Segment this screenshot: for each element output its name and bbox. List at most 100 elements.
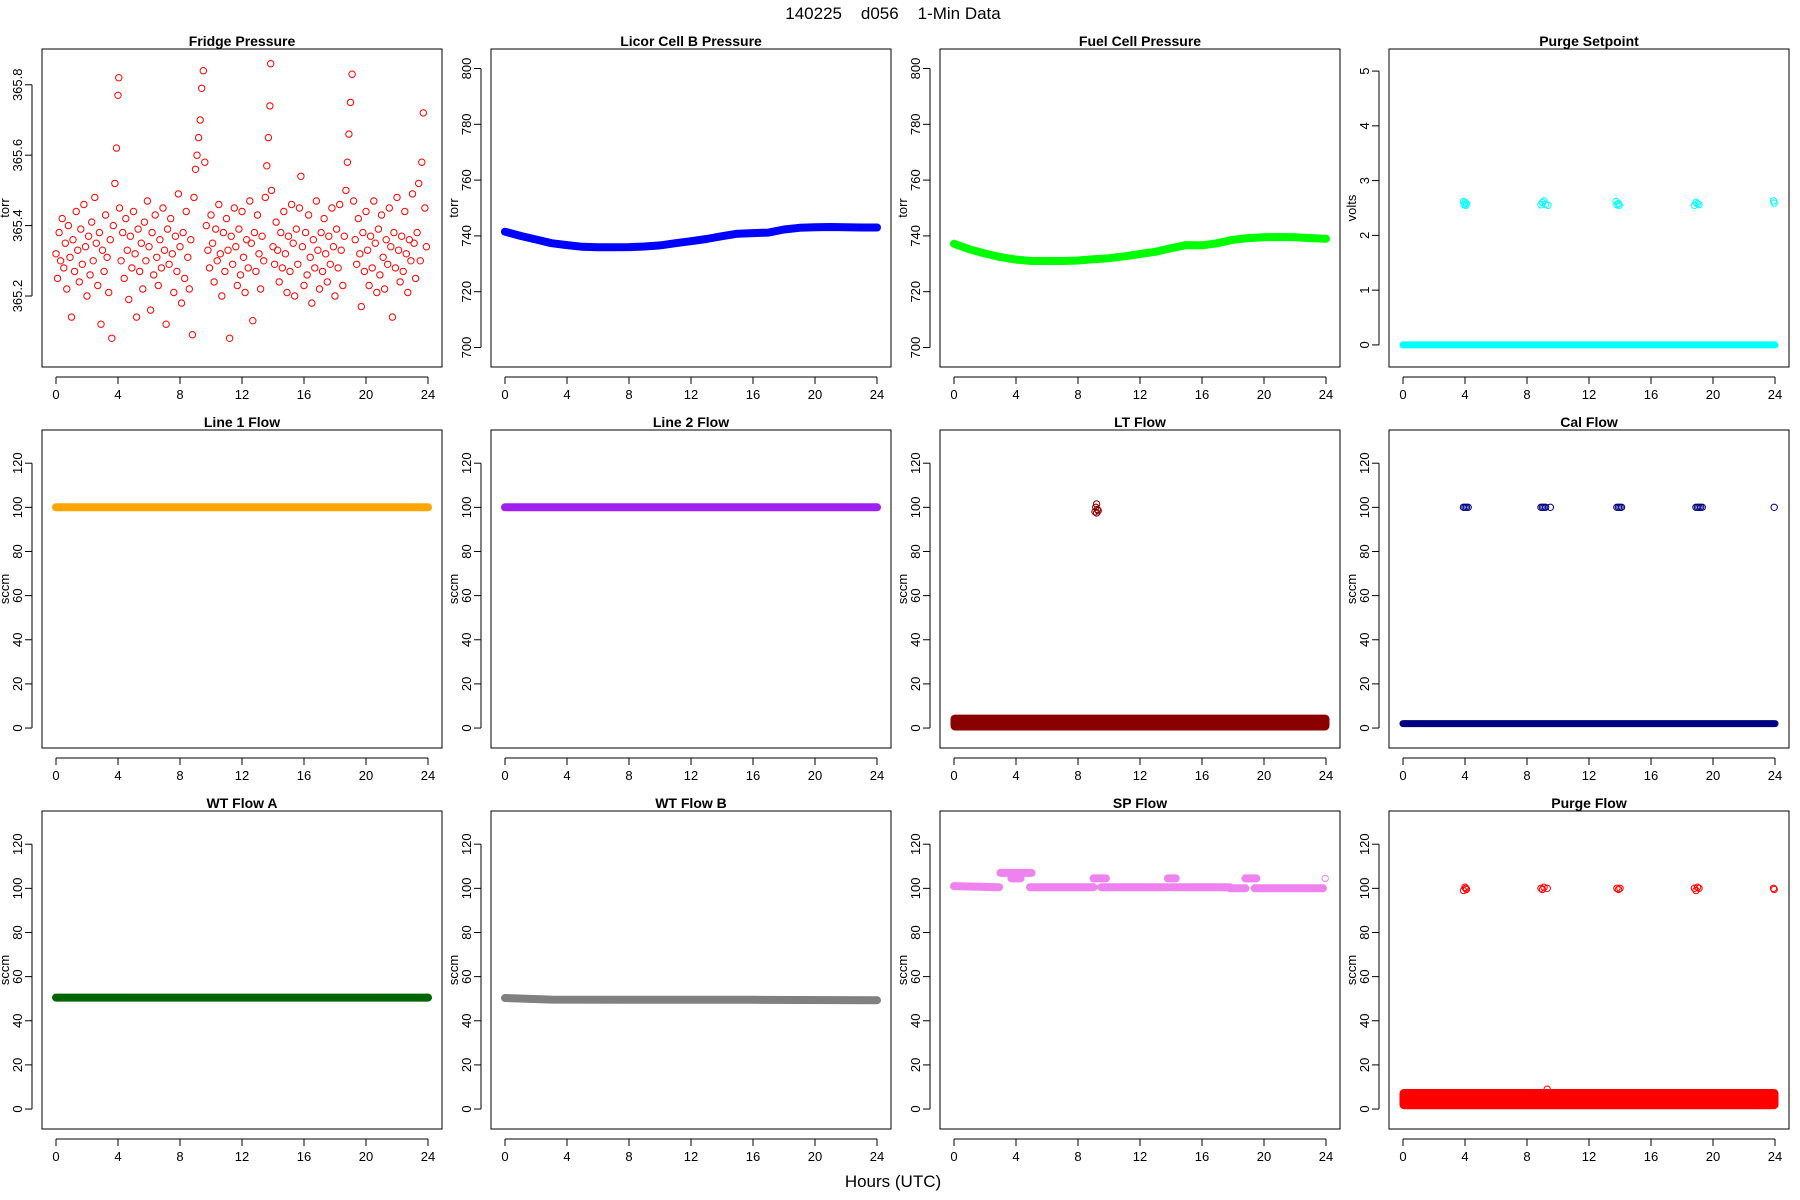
x-tick-label: 20	[359, 768, 373, 783]
plot-frame	[41, 48, 443, 368]
data-point	[339, 281, 347, 290]
data-point	[55, 228, 63, 237]
y-tick-label: 40	[459, 633, 474, 647]
y-tick-label: 760	[459, 169, 474, 191]
data-point	[419, 109, 427, 117]
data-point	[1690, 884, 1699, 892]
y-axis-label: sccm	[446, 574, 461, 604]
data-point	[292, 225, 300, 233]
data-point	[393, 193, 401, 202]
data-band	[1399, 1088, 1779, 1110]
y-axis: 0 20 40 60 80 100 120	[908, 833, 931, 1113]
y-tick-label: 60	[459, 588, 474, 602]
y-axis: 0 20 40 60 80 100 120	[908, 452, 931, 732]
panel-title: Line 1 Flow	[204, 414, 280, 430]
y-tick-label: 120	[459, 833, 474, 855]
y-tick-label: 3	[1357, 177, 1372, 184]
data-point	[325, 232, 333, 240]
data-point	[304, 211, 313, 219]
data-point	[405, 236, 414, 244]
y-tick-label: 40	[1357, 633, 1372, 647]
data-point	[399, 267, 407, 276]
data-point	[56, 257, 65, 265]
x-tick-label: 12	[684, 1149, 698, 1164]
data-point	[246, 197, 254, 205]
data-point	[374, 225, 383, 233]
data-point	[340, 232, 348, 240]
data-point	[370, 197, 378, 205]
data-point	[391, 264, 400, 272]
data-point	[362, 207, 370, 216]
x-tick-label: 0	[501, 1149, 508, 1164]
data-point	[177, 299, 186, 307]
y-tick-label: 100	[459, 496, 474, 518]
data-point	[75, 278, 84, 286]
data-point	[233, 281, 242, 290]
data-point	[283, 288, 291, 297]
data-point	[213, 257, 221, 265]
x-tick-label: 16	[746, 1149, 760, 1164]
data-point	[377, 211, 386, 219]
data-point	[198, 84, 206, 93]
data-point	[84, 232, 93, 240]
data-point	[270, 260, 279, 268]
data-point	[1770, 199, 1778, 207]
data-point	[100, 267, 108, 276]
data-point	[1093, 505, 1102, 514]
data-point	[137, 239, 146, 247]
data-point	[315, 285, 324, 293]
y-tick-label: 720	[459, 281, 474, 303]
data-point	[131, 250, 139, 258]
data-point	[252, 267, 260, 276]
data-point	[1617, 503, 1626, 511]
figure-title: 140225 d056 1-Min Data	[785, 4, 1001, 23]
data-point	[272, 218, 280, 226]
data-point	[273, 246, 282, 254]
data-point	[280, 207, 288, 216]
data-point	[210, 278, 218, 286]
panel-title: Licor Cell B Pressure	[620, 33, 762, 49]
data-point	[81, 243, 90, 251]
data-point	[159, 204, 167, 212]
y-tick-label: 120	[1357, 452, 1372, 474]
data-point	[1614, 885, 1623, 894]
data-point	[258, 232, 266, 240]
x-tick-label: 0	[1399, 1149, 1406, 1164]
x-tick-label: 20	[808, 768, 822, 783]
y-tick-label: 80	[459, 544, 474, 558]
data-point	[1541, 503, 1550, 511]
data-point	[404, 288, 412, 297]
y-tick-label: 740	[459, 225, 474, 247]
y-tick-label: 20	[459, 1058, 474, 1072]
x-tick-label: 24	[421, 768, 435, 783]
data-point	[1695, 884, 1703, 892]
x-tick-label: 8	[176, 768, 183, 783]
data-point	[1693, 199, 1702, 208]
y-tick-label: 5	[1357, 67, 1372, 74]
x-tick-label: 0	[950, 1149, 957, 1164]
data-point	[193, 151, 201, 159]
x-axis: 0 4 8 12 16 20 24	[501, 757, 884, 783]
data-point	[368, 264, 376, 272]
x-tick-label: 20	[808, 387, 822, 402]
y-tick-label: 720	[908, 281, 923, 303]
x-tick-label: 0	[950, 387, 957, 402]
panel-title: WT Flow B	[655, 795, 727, 811]
data-point	[151, 211, 159, 219]
y-tick-label: 80	[908, 925, 923, 939]
data-point	[1461, 883, 1469, 891]
data-point	[263, 162, 271, 170]
plot-frame	[1388, 429, 1790, 749]
data-point	[163, 225, 172, 233]
data-point	[218, 292, 226, 300]
data-point	[253, 211, 262, 219]
y-tick-label: 20	[459, 677, 474, 691]
x-tick-label: 8	[625, 387, 632, 402]
data-point	[112, 144, 121, 152]
data-point	[1615, 201, 1623, 210]
data-point	[1544, 201, 1552, 210]
data-point	[416, 257, 424, 265]
x-axis: 0 4 8 12 16 20 24	[501, 1138, 884, 1164]
data-point	[173, 267, 181, 276]
plot-frame	[41, 429, 443, 749]
